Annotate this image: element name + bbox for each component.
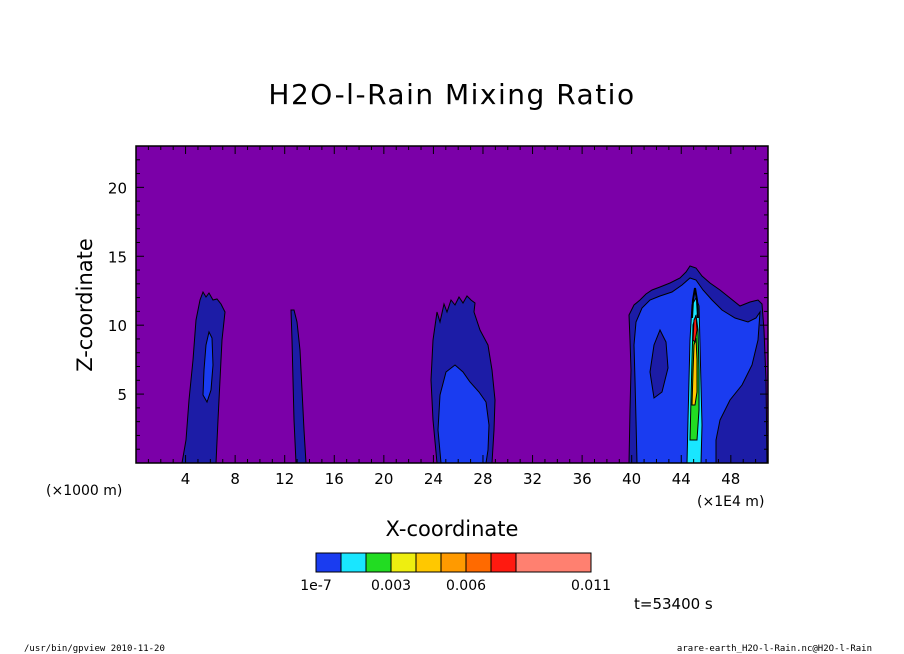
colorbar-label: 1e-7: [300, 578, 331, 594]
rain-column-x13: [290, 309, 307, 464]
rain-region-dark-patch: [649, 328, 669, 399]
footer-left: /usr/bin/gpview 2010-11-20: [24, 644, 165, 654]
axis-ticks: [136, 146, 768, 463]
colorbar-swatch: [515, 552, 592, 573]
rain-column-x5: [181, 290, 226, 464]
colorbar-swatch: [490, 552, 517, 573]
y-tick-label: 5: [117, 386, 127, 404]
colorbar-swatch: [315, 552, 342, 573]
x-tick-label: 24: [424, 470, 443, 488]
colorbar-swatch: [415, 552, 442, 573]
x-unit-left: (×1000 m): [46, 483, 122, 499]
x-tick-label: 28: [473, 470, 492, 488]
plot-frame: [135, 145, 769, 464]
rain-column-x26: [430, 295, 496, 464]
rain-region-inner: [202, 330, 214, 404]
chart-title: H2O-l-Rain Mixing Ratio: [268, 78, 635, 111]
x-tick-label: 20: [374, 470, 393, 488]
colorbar-swatch: [365, 552, 392, 573]
y-tick-label: 15: [108, 248, 127, 266]
y-tick-label: 10: [108, 317, 127, 335]
rain-column-x45: [628, 265, 768, 464]
colorbar-label: 0.011: [571, 578, 611, 594]
footer-right: arare-earth_H2O-l-Rain.nc@H2O-l-Rain: [677, 644, 872, 654]
colorbar-label: 0.006: [446, 578, 486, 594]
x-tick-label: 12: [275, 470, 294, 488]
rain-region-outer: [290, 309, 307, 464]
x-tick-labels: 4 8 12 16 20 24 28 32 36 40 44 48: [181, 470, 741, 488]
y-axis-label: Z-coordinate: [73, 238, 97, 372]
x-tick-label: 36: [573, 470, 592, 488]
rain-region-core-top: [691, 287, 699, 319]
x-axis-label: X-coordinate: [386, 517, 519, 541]
x-unit-right: (×1E4 m): [697, 494, 764, 510]
time-label: t=53400 s: [634, 595, 713, 613]
colorbar-swatch: [440, 552, 467, 573]
colorbar-label: 0.003: [371, 578, 411, 594]
x-tick-label: 40: [622, 470, 641, 488]
x-tick-label: 8: [230, 470, 240, 488]
y-tick-label: 20: [108, 179, 127, 197]
x-tick-label: 48: [721, 470, 740, 488]
x-tick-label: 32: [523, 470, 542, 488]
x-tick-label: 4: [181, 470, 191, 488]
x-tick-label: 16: [325, 470, 344, 488]
rain-region-inner: [437, 364, 490, 464]
x-tick-label: 44: [672, 470, 691, 488]
rain-region-core-high: [691, 337, 698, 406]
colorbar-swatch: [465, 552, 492, 573]
colorbar-swatch: [340, 552, 367, 573]
colorbar-swatch: [390, 552, 417, 573]
y-tick-labels: 5 10 15 20: [108, 179, 127, 404]
rain-region-core-peak: [692, 314, 698, 344]
x-axis: 4 8 12 16 20 24 28 32 36 40 44 48 (×1000 m) (×1E4 m…: [46, 470, 764, 541]
colorbar: 1e-7 0.003 0.006 0.011: [300, 552, 611, 594]
plot-area: [135, 145, 769, 464]
y-axis: 5 10 15 20 Z-coordinate: [73, 179, 127, 404]
